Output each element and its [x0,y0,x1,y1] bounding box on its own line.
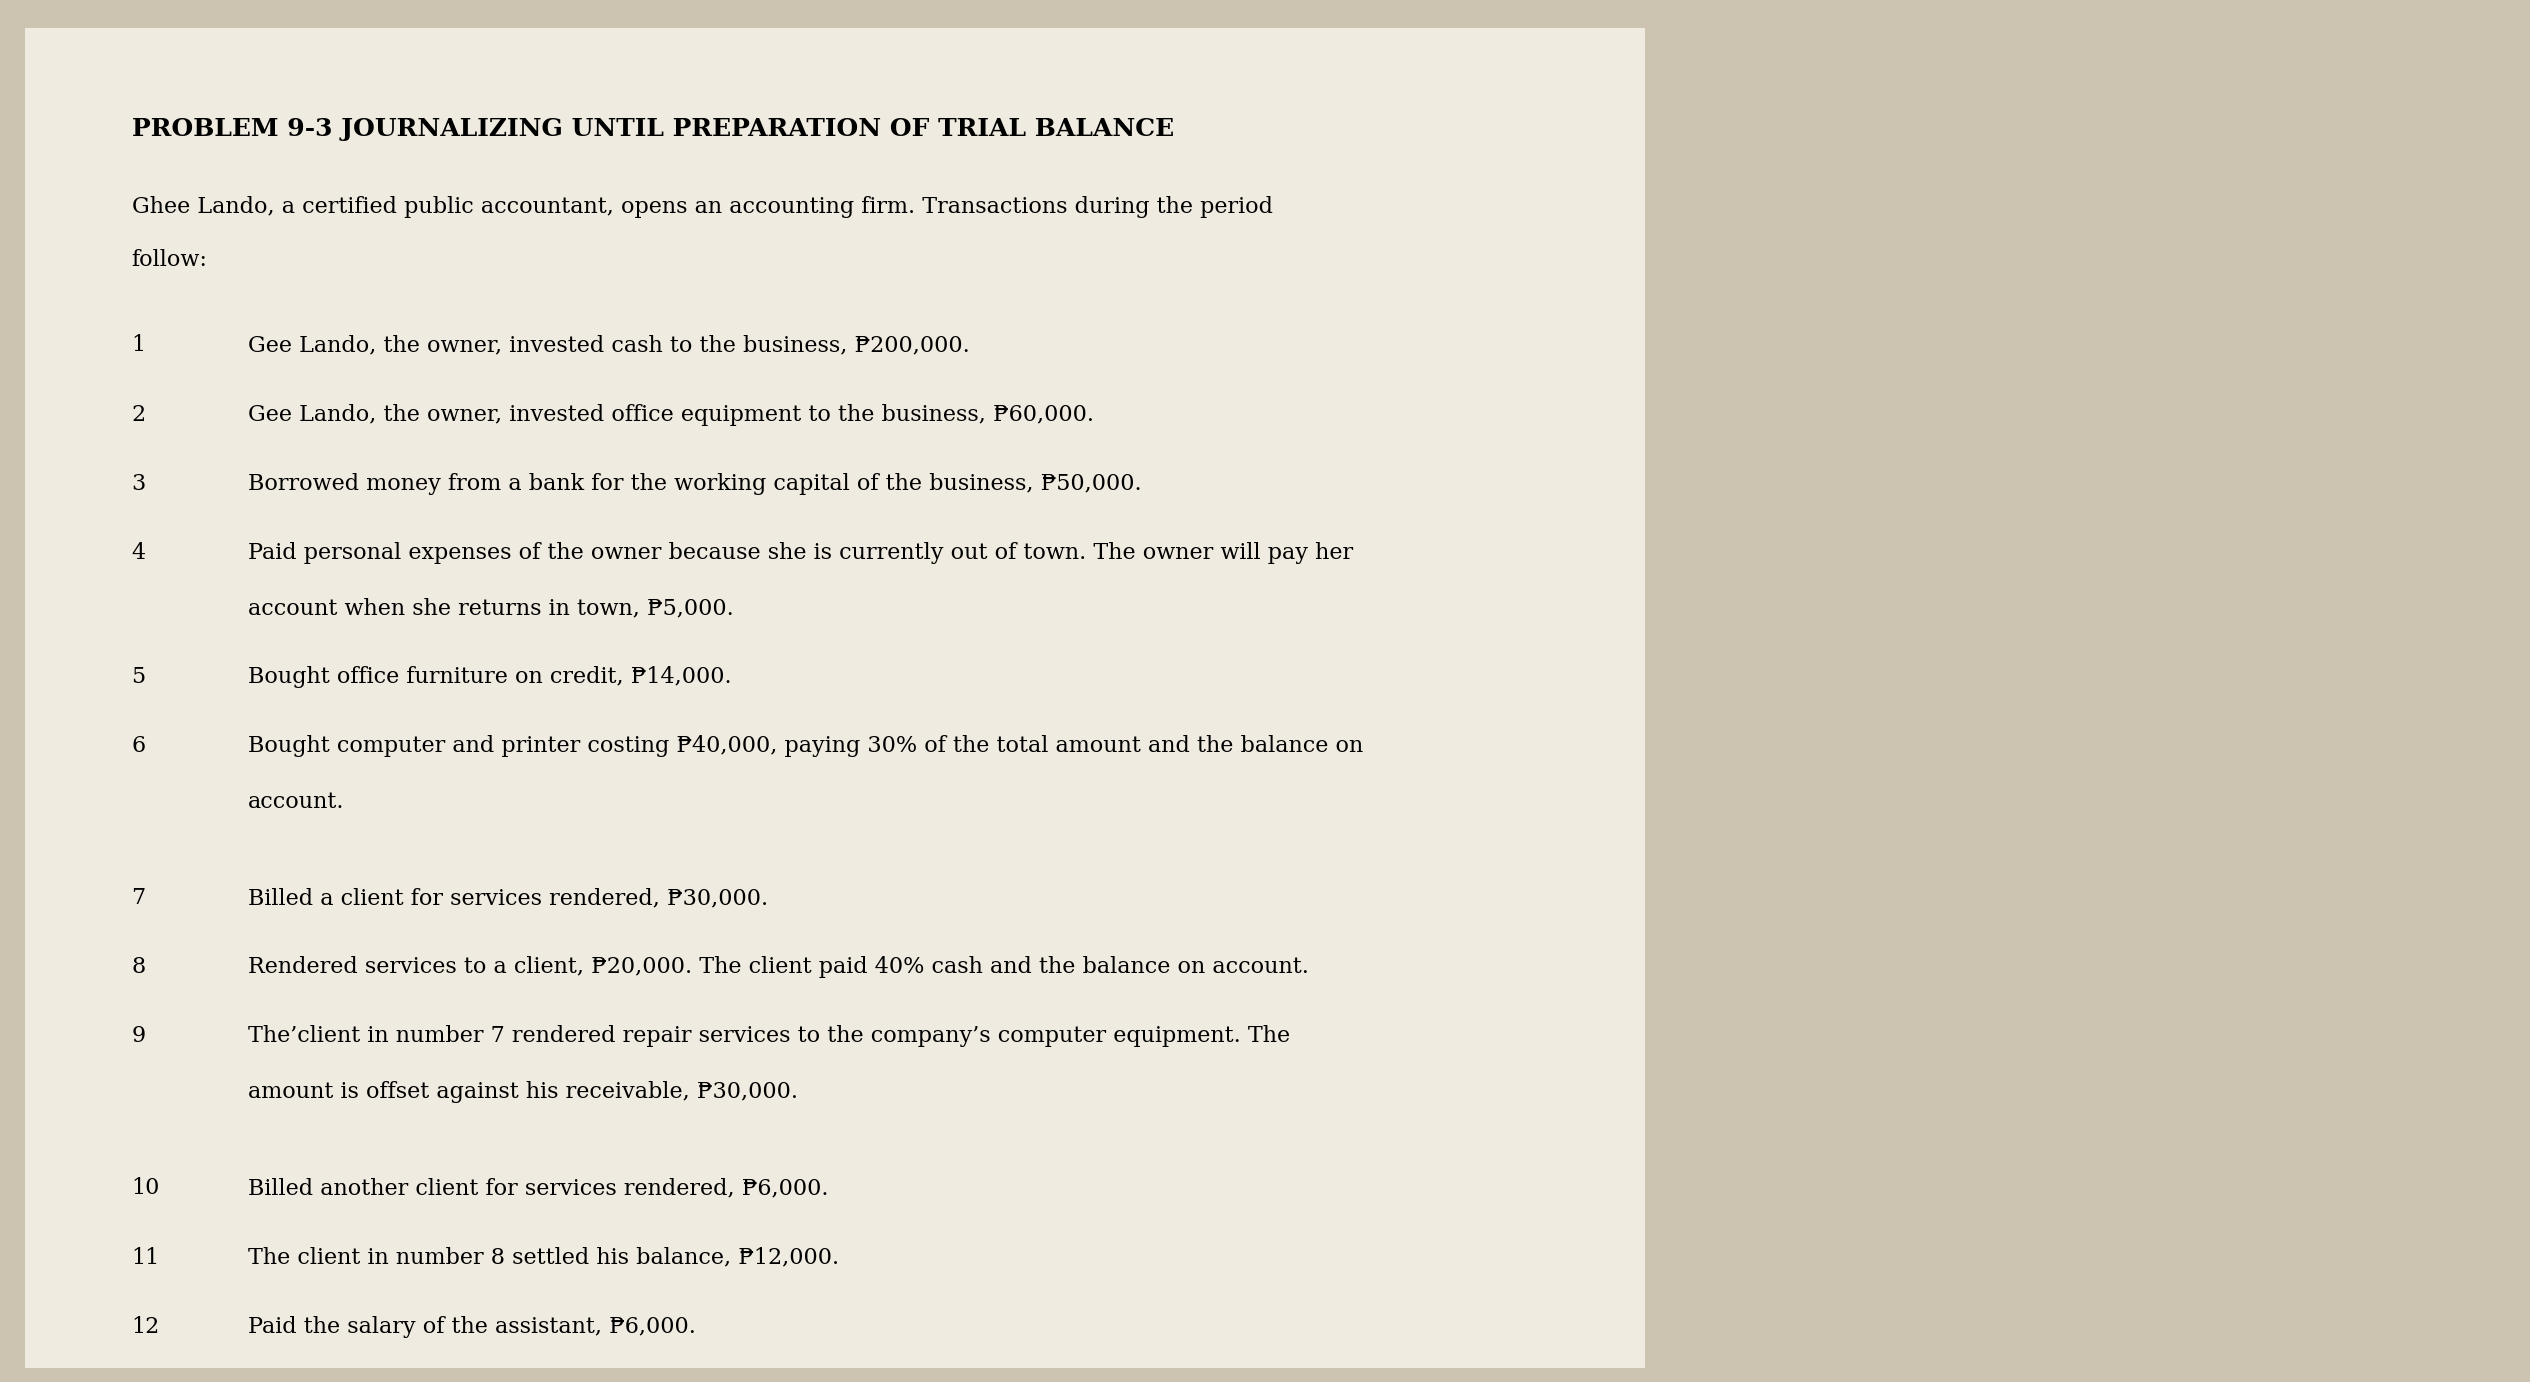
Text: 8: 8 [132,956,147,978]
Text: Paid personal expenses of the owner because she is currently out of town. The ow: Paid personal expenses of the owner beca… [248,542,1354,564]
Text: Bought computer and printer costing ₱40,000, paying 30% of the total amount and : Bought computer and printer costing ₱40,… [248,735,1364,757]
Text: account when she returns in town, ₱5,000.: account when she returns in town, ₱5,000… [248,597,734,619]
Text: Gee Lando, the owner, invested cash to the business, ₱200,000.: Gee Lando, the owner, invested cash to t… [248,334,969,357]
Text: Gee Lando, the owner, invested office equipment to the business, ₱60,000.: Gee Lando, the owner, invested office eq… [248,404,1093,426]
Text: PROBLEM 9-3 JOURNALIZING UNTIL PREPARATION OF TRIAL BALANCE: PROBLEM 9-3 JOURNALIZING UNTIL PREPARATI… [132,117,1174,141]
Text: Bought office furniture on credit, ₱14,000.: Bought office furniture on credit, ₱14,0… [248,666,731,688]
Text: The’client in number 7 rendered repair services to the company’s computer equipm: The’client in number 7 rendered repair s… [248,1025,1290,1048]
Bar [25,28,1644,1368]
Text: 3: 3 [132,473,147,495]
Text: amount is offset against his receivable, ₱30,000.: amount is offset against his receivable,… [248,1081,797,1103]
Text: Borrowed money from a bank for the working capital of the business, ₱50,000.: Borrowed money from a bank for the worki… [248,473,1141,495]
Text: Billed a client for services rendered, ₱30,000.: Billed a client for services rendered, ₱… [248,887,769,909]
Text: 10: 10 [132,1177,159,1200]
Text: account.: account. [248,791,344,813]
Text: Rendered services to a client, ₱20,000. The client paid 40% cash and the balance: Rendered services to a client, ₱20,000. … [248,956,1308,978]
Text: 4: 4 [132,542,147,564]
Text: 2: 2 [132,404,147,426]
Text: 6: 6 [132,735,147,757]
Text: 1: 1 [132,334,147,357]
Text: Paid the salary of the assistant, ₱6,000.: Paid the salary of the assistant, ₱6,000… [248,1316,696,1338]
Text: 9: 9 [132,1025,147,1048]
Text: 7: 7 [132,887,147,909]
Text: 5: 5 [132,666,147,688]
Text: Ghee Lando, a certified public accountant, opens an accounting firm. Transaction: Ghee Lando, a certified public accountan… [132,196,1273,218]
Text: follow:: follow: [132,249,207,271]
Text: 11: 11 [132,1247,159,1269]
Text: 12: 12 [132,1316,159,1338]
Text: Billed another client for services rendered, ₱6,000.: Billed another client for services rende… [248,1177,827,1200]
Text: The client in number 8 settled his balance, ₱12,000.: The client in number 8 settled his balan… [248,1247,840,1269]
